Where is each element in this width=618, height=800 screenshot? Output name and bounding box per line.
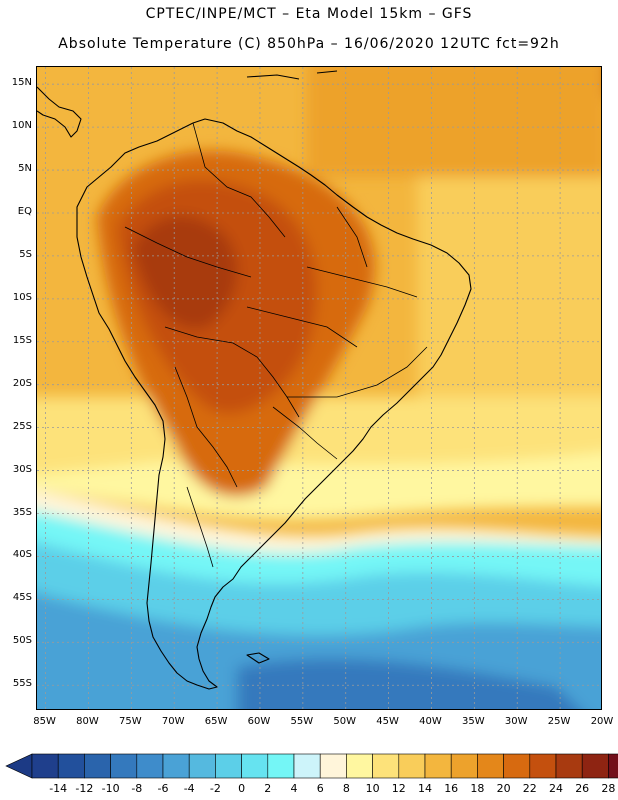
lat-label: 30S xyxy=(12,463,32,475)
colorbar-label: 8 xyxy=(342,782,350,795)
lon-label: 40W xyxy=(419,716,442,727)
colorbar-cell xyxy=(293,753,321,779)
colorbar-cell xyxy=(503,753,531,779)
colorbar-label: 16 xyxy=(444,782,459,795)
colorbar-cell xyxy=(450,753,478,779)
lon-label: 85W xyxy=(33,716,56,727)
colorbar-cell xyxy=(241,753,269,779)
colorbar-label: 26 xyxy=(575,782,590,795)
lat-label: EQ xyxy=(17,205,32,217)
colorbar-cell xyxy=(477,753,504,779)
title-line-2: Absolute Temperature (C) 850hPa – 16/06/… xyxy=(58,36,560,52)
colorbar-label: 20 xyxy=(496,782,511,795)
lat-label: 55S xyxy=(12,678,32,690)
colorbar-cell xyxy=(110,753,138,779)
colorbar-cell xyxy=(267,753,295,779)
colorbar-cell xyxy=(372,753,400,779)
colorbar-label: 10 xyxy=(365,782,380,795)
colorbar-label: -12 xyxy=(75,782,94,795)
colorbar-label: 22 xyxy=(522,782,537,795)
colorbar-label: 0 xyxy=(238,782,246,795)
colorbar-label: -14 xyxy=(49,782,68,795)
lon-label: 50W xyxy=(333,716,357,727)
lon-label: 30W xyxy=(504,716,528,727)
colorbar-label: 12 xyxy=(391,782,406,795)
lat-label: 40S xyxy=(12,549,32,561)
temperature-field xyxy=(37,67,601,709)
temperature-map xyxy=(37,67,601,709)
graticule xyxy=(37,67,601,709)
colorbar-label: 4 xyxy=(290,782,298,795)
colorbar-cell xyxy=(84,753,111,779)
colorbar-cell xyxy=(346,753,373,779)
country-borders xyxy=(124,122,428,568)
colorbar-cell xyxy=(319,753,347,779)
colorbar-cell xyxy=(57,753,85,779)
colorbar-cell xyxy=(188,753,216,779)
lat-label: 10S xyxy=(12,291,32,303)
colorbar-label: -6 xyxy=(157,782,169,795)
south-america-coastline xyxy=(76,118,472,690)
colorbar-cell xyxy=(608,753,618,779)
colorbar-label: 18 xyxy=(470,782,485,795)
lat-label: 10N xyxy=(11,120,32,132)
lon-label: 75W xyxy=(119,716,142,727)
colorbar-label: 14 xyxy=(418,782,432,795)
colorbar-label: -10 xyxy=(101,782,120,795)
colorbar-label: 6 xyxy=(316,782,324,795)
lon-label: 45W xyxy=(376,716,399,727)
lat-label: 5S xyxy=(19,248,32,260)
colorbar-cell xyxy=(398,753,426,779)
colorbar-label: -4 xyxy=(183,782,195,795)
lat-label: 25S xyxy=(12,420,32,432)
colorbar-cell xyxy=(31,753,59,779)
colorbar-label: 24 xyxy=(549,782,563,795)
lon-label: 60W xyxy=(247,716,271,727)
colorbar xyxy=(5,753,618,779)
central-america-coastline xyxy=(37,86,82,138)
lat-label: 15N xyxy=(11,77,32,89)
lat-label: 20S xyxy=(12,377,32,389)
colorbar-label: -8 xyxy=(131,782,143,795)
lon-label: 70W xyxy=(161,716,185,727)
coastlines xyxy=(37,70,472,690)
colorbar-cell xyxy=(215,753,242,779)
colorbar-cell xyxy=(424,753,452,779)
lat-label: 5N xyxy=(18,163,32,175)
falklands xyxy=(246,652,270,664)
map-panel xyxy=(36,66,602,710)
colorbar-under-arrow xyxy=(5,753,33,779)
title-line-1: CPTEC/INPE/MCT – Eta Model 15km – GFS xyxy=(145,6,473,22)
colorbar-cell xyxy=(136,753,164,779)
colorbar-cell xyxy=(581,753,609,779)
lon-label: 35W xyxy=(462,716,485,727)
colorbar-label: 28 xyxy=(601,782,616,795)
colorbar-label: -2 xyxy=(209,782,221,795)
lon-label: 20W xyxy=(590,716,614,727)
colorbar-cell xyxy=(162,753,190,779)
colorbar-cell xyxy=(555,753,583,779)
colorbar-label: 2 xyxy=(264,782,272,795)
lon-label: 25W xyxy=(547,716,571,727)
lon-label: 80W xyxy=(76,716,99,727)
lon-label: 65W xyxy=(204,716,228,727)
lat-label: 35S xyxy=(12,506,32,518)
lat-label: 45S xyxy=(12,592,32,604)
lat-label: 50S xyxy=(12,635,32,647)
lon-label: 55W xyxy=(290,716,314,727)
lat-label: 15S xyxy=(12,334,32,346)
colorbar-cell xyxy=(529,753,557,779)
caribbean-islands xyxy=(246,70,338,80)
